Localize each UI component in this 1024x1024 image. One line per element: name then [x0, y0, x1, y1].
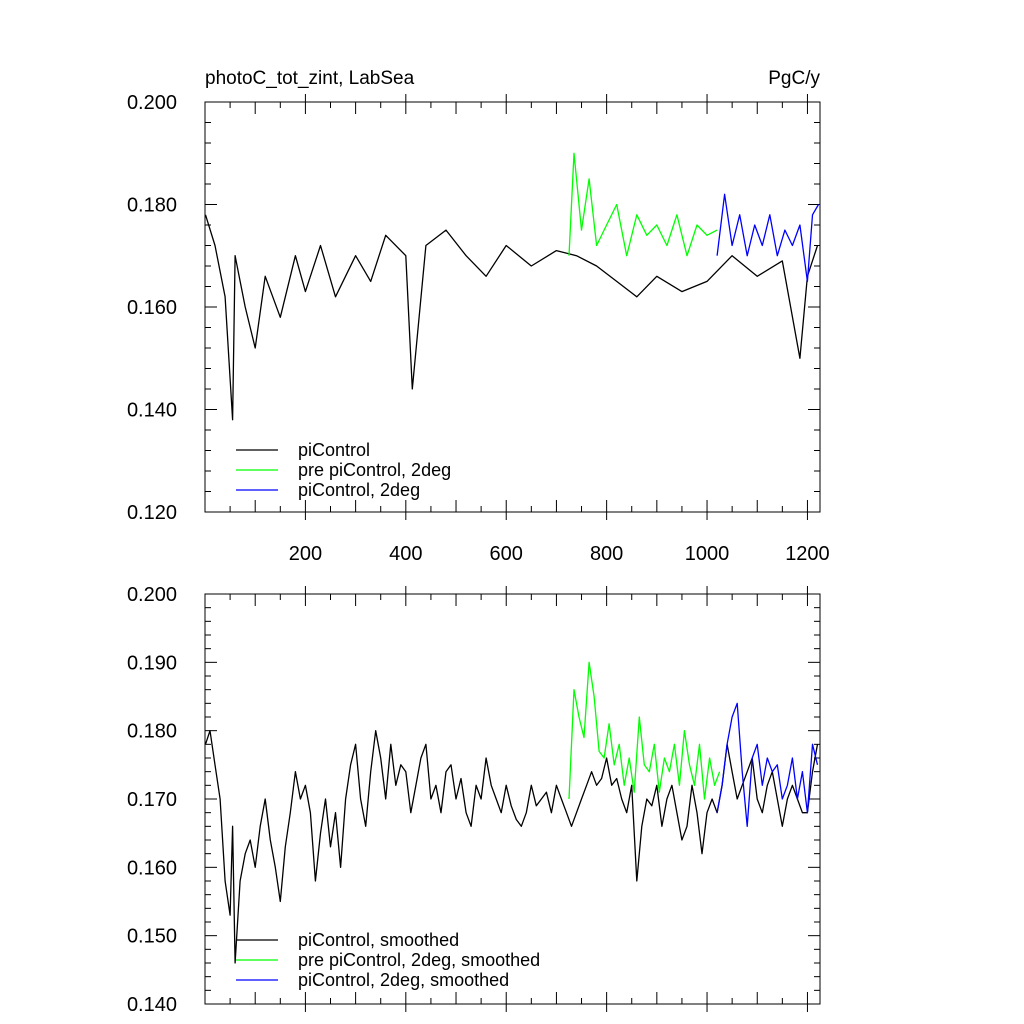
panel-photoc-smoothed: 0.140 0.150 0.160 0.170 0.180 0.190 0.200 piCon…: [127, 584, 821, 1016]
y-tick-label: 0.160: [127, 857, 177, 879]
legend-label: piControl, 2deg, smoothed: [298, 970, 509, 990]
x-tick-label: 800: [590, 543, 623, 565]
y-tick-label: 0.140: [127, 994, 177, 1016]
y-tick-label: 0.170: [127, 789, 177, 811]
legend-label: piControl, 2deg: [298, 480, 420, 500]
y-tick-label: 0.120: [127, 502, 177, 524]
y-tick-label: 0.140: [127, 400, 177, 422]
y-tick-label: 0.190: [127, 652, 177, 674]
y-tick-label: 0.150: [127, 926, 177, 948]
y-tick-label: 0.200: [127, 92, 177, 114]
series-line-picontrol: [204, 214, 819, 421]
chart-units: PgC/y: [768, 68, 820, 89]
y-tick-label: 0.200: [127, 584, 177, 606]
panel-photoc-raw: photoC_tot_zint, LabSea PgC/y 0.120 0.140…: [127, 68, 830, 565]
x-tick-label: 600: [490, 543, 523, 565]
legend-label: pre piControl, 2deg, smoothed: [298, 950, 540, 970]
legend-label: piControl, smoothed: [298, 930, 459, 950]
series-line-pre-picontrol-2deg: [568, 152, 718, 257]
x-tick-label: 200: [289, 543, 322, 565]
legend-label: pre piControl, 2deg: [298, 460, 451, 480]
x-tick-label: 400: [389, 543, 422, 565]
y-tick-label: 0.180: [127, 195, 177, 217]
series-line-pre-picontrol-2deg-smoothed: [568, 661, 721, 800]
x-tick-label: 1000: [685, 543, 730, 565]
series-line-picontrol-2deg-smoothed: [716, 702, 819, 827]
legend-label: piControl: [298, 440, 370, 460]
y-tick-label: 0.180: [127, 721, 177, 743]
chart-title: photoC_tot_zint, LabSea: [205, 68, 415, 89]
y-tick-label: 0.160: [127, 297, 177, 319]
series-line-picontrol-smoothed: [204, 730, 819, 964]
x-tick-label: 1200: [785, 543, 830, 565]
series-line-picontrol-2deg: [716, 193, 820, 283]
